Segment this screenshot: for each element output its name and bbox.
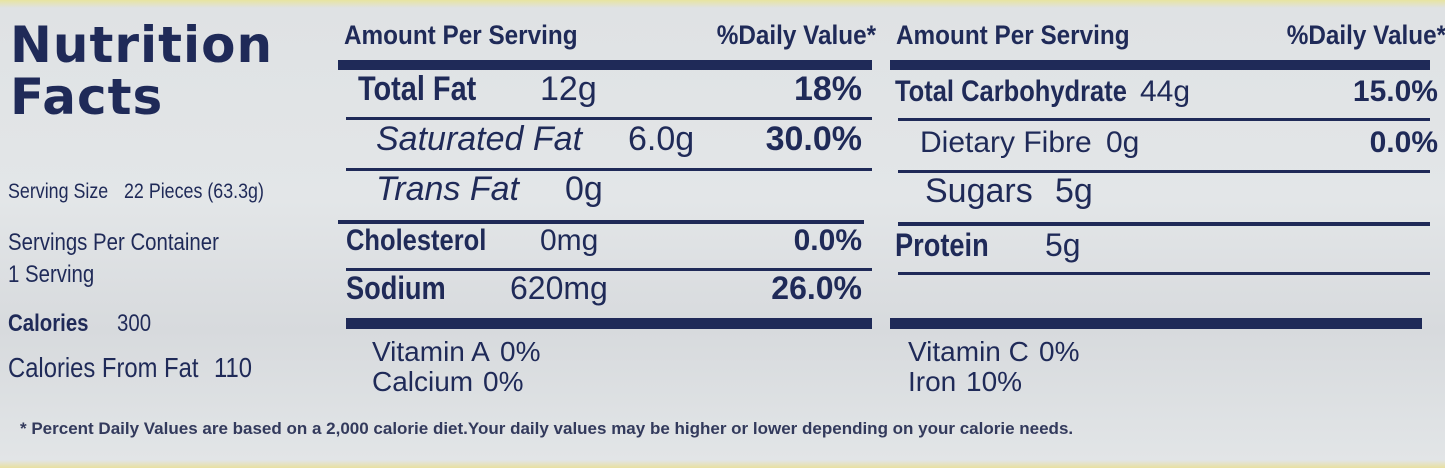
nutrient-name: Total Fat (358, 70, 477, 108)
header-daily-value: %Daily Value* (1286, 20, 1445, 50)
row-rule (338, 220, 864, 224)
nutrient-amount: 6.0g (628, 120, 695, 158)
row-rule (898, 222, 1430, 226)
row-rule (346, 117, 872, 120)
vitamin-daily-value: 0% (1039, 336, 1080, 367)
calories-value: 300 (117, 310, 152, 337)
nutrient-amount: 44g (1140, 75, 1191, 108)
thick-rule (890, 318, 1422, 329)
nutrient-amount: 5g (1045, 227, 1081, 263)
nutrient-name: Saturated Fat (376, 120, 583, 158)
nutrient-amount: 0g (565, 170, 603, 208)
row-rule (346, 268, 872, 271)
header-amount: Amount Per Serving (896, 20, 1130, 50)
thick-rule (890, 60, 1430, 70)
nutrient-daily-value: 15.0% (1352, 75, 1438, 108)
calories-from-fat-value: 110 (214, 352, 252, 383)
nutrient-name: Total Carbohydrate (895, 75, 1127, 108)
nutrient-name: Sugars (925, 172, 1033, 210)
nutrient-daily-value: 30.0% (765, 120, 862, 158)
nutrient-amount: 0g (1106, 126, 1140, 159)
row-rule (898, 170, 1430, 173)
nutrient-name: Dietary Fibre (920, 126, 1092, 159)
nutrient-amount: 0mg (540, 224, 599, 257)
title-line: Facts (10, 68, 164, 126)
title-line: Nutrition (10, 16, 274, 74)
nutrient-name: Protein (895, 227, 989, 263)
nutrient-name: Cholesterol (346, 224, 487, 257)
vitamin-name: Calcium (372, 366, 474, 397)
nutrient-name: Sodium (346, 270, 446, 306)
serving-size-value: 22 Pieces (63.3g) (124, 180, 264, 203)
nutrient-name: Trans Fat (376, 170, 519, 208)
vitamin-daily-value: 0% (500, 336, 541, 367)
calories-label: Calories (8, 310, 89, 337)
row-rule (346, 168, 872, 171)
vitamin-name: Iron (908, 366, 957, 397)
servings-per-container-label: Servings Per Container (8, 229, 219, 256)
vitamin-daily-value: 10% (966, 366, 1023, 397)
header-amount: Amount Per Serving (344, 20, 578, 50)
nutrient-amount: 620mg (510, 270, 608, 306)
nutrient-amount: 12g (540, 70, 597, 108)
vitamin-daily-value: 0% (483, 366, 524, 397)
footnote: * Percent Daily Values are based on a 2,… (20, 419, 1074, 438)
calories-from-fat-label: Calories From Fat (8, 352, 199, 383)
servings-per-container-value: 1 Serving (8, 261, 95, 288)
row-rule (898, 272, 1430, 275)
header-daily-value: %Daily Value* (716, 20, 876, 50)
nutrient-daily-value: 0.0% (1369, 126, 1438, 159)
nutrient-daily-value: 26.0% (771, 270, 862, 306)
nutrient-amount: 5g (1055, 172, 1093, 210)
vitamin-name: Vitamin C (908, 336, 1029, 367)
thick-rule (346, 318, 872, 329)
thick-rule (338, 60, 872, 70)
row-rule (898, 118, 1430, 121)
nutrient-daily-value: 18% (793, 70, 862, 108)
serving-size-label: Serving Size (8, 180, 109, 203)
vitamin-name: Vitamin A (372, 336, 490, 367)
nutrient-daily-value: 0.0% (793, 224, 862, 257)
